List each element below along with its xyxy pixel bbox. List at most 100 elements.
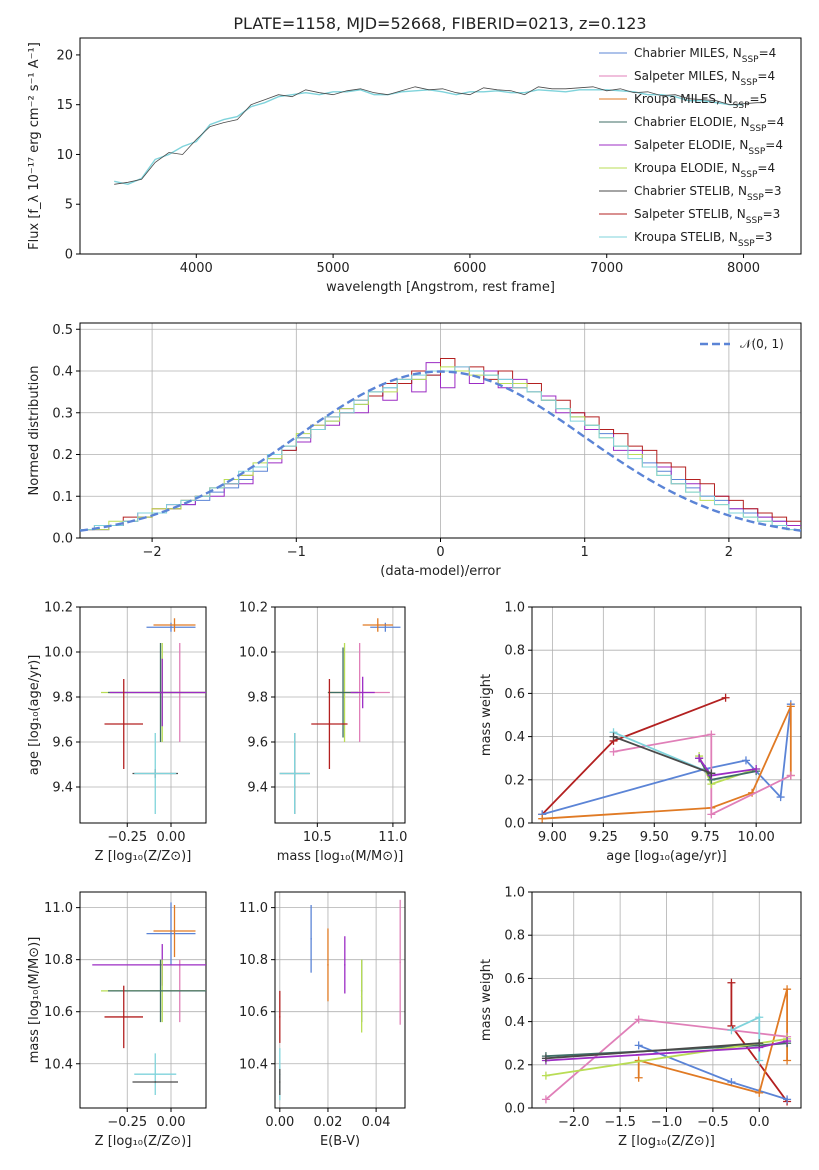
- x-tick-label: 10.00: [738, 830, 775, 845]
- x-tick-label: 0.0: [749, 1115, 770, 1130]
- data-point: [122, 1016, 125, 1018]
- errorbars: [279, 618, 401, 814]
- x-tick-label: 0.00: [157, 830, 186, 845]
- x-tick-label: 0.02: [313, 1115, 342, 1130]
- axes-frame: [274, 606, 406, 824]
- x-tick-label: 1: [581, 545, 589, 560]
- data-point: [384, 626, 387, 629]
- series-line: [542, 706, 792, 820]
- legend-label: Chabrier ELODIE, NSSP=4: [634, 115, 784, 134]
- series-line: [613, 735, 712, 775]
- axes-frame: [79, 37, 802, 255]
- y-tick-label: 10.0: [239, 646, 268, 661]
- data-point: [154, 1073, 157, 1075]
- y-tick-label: 10.0: [44, 646, 73, 661]
- x-tick-label: −0.25: [107, 830, 147, 845]
- y-tick-label: 5: [65, 198, 73, 213]
- y-tick-label: 9.8: [52, 691, 73, 706]
- series-line: [731, 1015, 761, 1061]
- legend-label: Salpeter MILES, NSSP=4: [634, 69, 775, 88]
- y-tick-label: 9.6: [247, 736, 268, 751]
- y-tick-label: 0.4: [52, 365, 73, 380]
- x-tick-label: 11.0: [378, 830, 407, 845]
- data-point: [293, 772, 296, 775]
- x-tick-label: 7000: [590, 261, 623, 276]
- chart-residuals: −2 −1 0 1 2 0.0 0.1 0.2 0.3 0.4 0.5 (data-model)/er…: [27, 322, 802, 579]
- y-tick-label: 0.0: [504, 1102, 525, 1117]
- data-point: [279, 1016, 281, 1018]
- plus-marker: [783, 985, 792, 994]
- plus-marker: [755, 1039, 764, 1048]
- x-tick-label: 9.75: [691, 830, 720, 845]
- x-tick-label: 8000: [727, 261, 760, 276]
- data-point: [122, 723, 125, 725]
- data-point: [161, 691, 164, 694]
- x-tick-label: 6000: [453, 261, 486, 276]
- y-tick-label: 10.8: [44, 953, 73, 968]
- data-point: [327, 964, 329, 966]
- plus-marker: [786, 702, 795, 711]
- data-point: [310, 938, 312, 940]
- axes-frame: [79, 891, 207, 1109]
- figure-title: PLATE=1158, MJD=52668, FIBERID=0213, z=0…: [233, 14, 646, 33]
- plus-marker: [755, 1013, 764, 1022]
- plus-marker: [783, 1056, 792, 1065]
- plus-marker: [538, 814, 547, 823]
- data-point: [344, 964, 346, 966]
- chart-mass-vs-EBV: 0.00 0.02 0.04 10.4 10.6 10.8 11.0 E(B-V): [239, 891, 406, 1149]
- y-tick-label: 1.0: [504, 601, 525, 616]
- legend: Chabrier MILES, NSSP=4 Salpeter MILES, NS…: [599, 46, 784, 249]
- x-tick-label: −1: [287, 545, 306, 560]
- y-tick-label: 10.8: [239, 953, 268, 968]
- plus-marker: [541, 1054, 550, 1063]
- x-tick-label: −2.0: [558, 1115, 590, 1130]
- y-axis-label: mass weight: [479, 959, 494, 1041]
- x-axis-label: (data-model)/error: [380, 564, 501, 579]
- plus-marker: [634, 1015, 643, 1024]
- plus-marker: [727, 1026, 736, 1035]
- plus-marker: [783, 1095, 792, 1104]
- x-tick-label: 2: [725, 545, 733, 560]
- data-point: [342, 691, 344, 694]
- plus-marker: [707, 730, 716, 739]
- y-tick-label: 0.0: [504, 817, 525, 832]
- y-tick-label: 10.6: [239, 1005, 268, 1020]
- y-tick-label: 10.4: [44, 1057, 73, 1072]
- x-tick-label: −0.5: [697, 1115, 729, 1130]
- legend-label: Chabrier MILES, NSSP=4: [634, 46, 776, 65]
- x-axis-label: Z [log₁₀(Z/Z⊙)]: [618, 1134, 715, 1149]
- plus-marker: [741, 756, 750, 765]
- y-tick-label: 0.4: [504, 1015, 525, 1030]
- errorbars: [101, 618, 206, 814]
- errorbars: [92, 902, 206, 1095]
- chart-mass-vs-Z: −0.25 0.00 10.4 10.6 10.8 11.0 Z [log₁₀(Z/Z⊙)]…: [27, 891, 207, 1149]
- y-tick-label: 0.6: [504, 687, 525, 702]
- plus-marker: [541, 1071, 550, 1080]
- y-axis-label: mass [log₁₀(M/M⊙)]: [27, 937, 42, 1064]
- plus-marker: [707, 769, 716, 778]
- y-axis-label: age [log₁₀(age/yr)]: [27, 655, 42, 776]
- y-tick-label: 20: [56, 48, 73, 63]
- plus-marker: [786, 771, 795, 780]
- axes-frame: [79, 322, 802, 539]
- axes-frame: [531, 891, 802, 1109]
- x-tick-label: 0.00: [157, 1115, 186, 1130]
- data-point: [279, 1081, 281, 1083]
- axes-frame: [274, 891, 406, 1109]
- plus-marker: [634, 1041, 643, 1050]
- y-tick-label: 9.4: [52, 781, 73, 796]
- legend-label: Salpeter STELIB, NSSP=3: [634, 207, 780, 226]
- x-tick-label: 4000: [180, 261, 213, 276]
- y-tick-label: 0.6: [504, 972, 525, 987]
- x-tick-label: 9.00: [538, 830, 567, 845]
- x-tick-label: 0.04: [362, 1115, 391, 1130]
- histograms: [80, 357, 801, 532]
- axes-frame: [531, 606, 802, 824]
- y-tick-label: 1.0: [504, 886, 525, 901]
- histogram-step: [80, 366, 801, 531]
- data-point: [376, 624, 379, 626]
- y-tick-label: 0: [65, 248, 73, 263]
- plus-marker: [721, 693, 730, 702]
- data-point: [154, 1081, 157, 1083]
